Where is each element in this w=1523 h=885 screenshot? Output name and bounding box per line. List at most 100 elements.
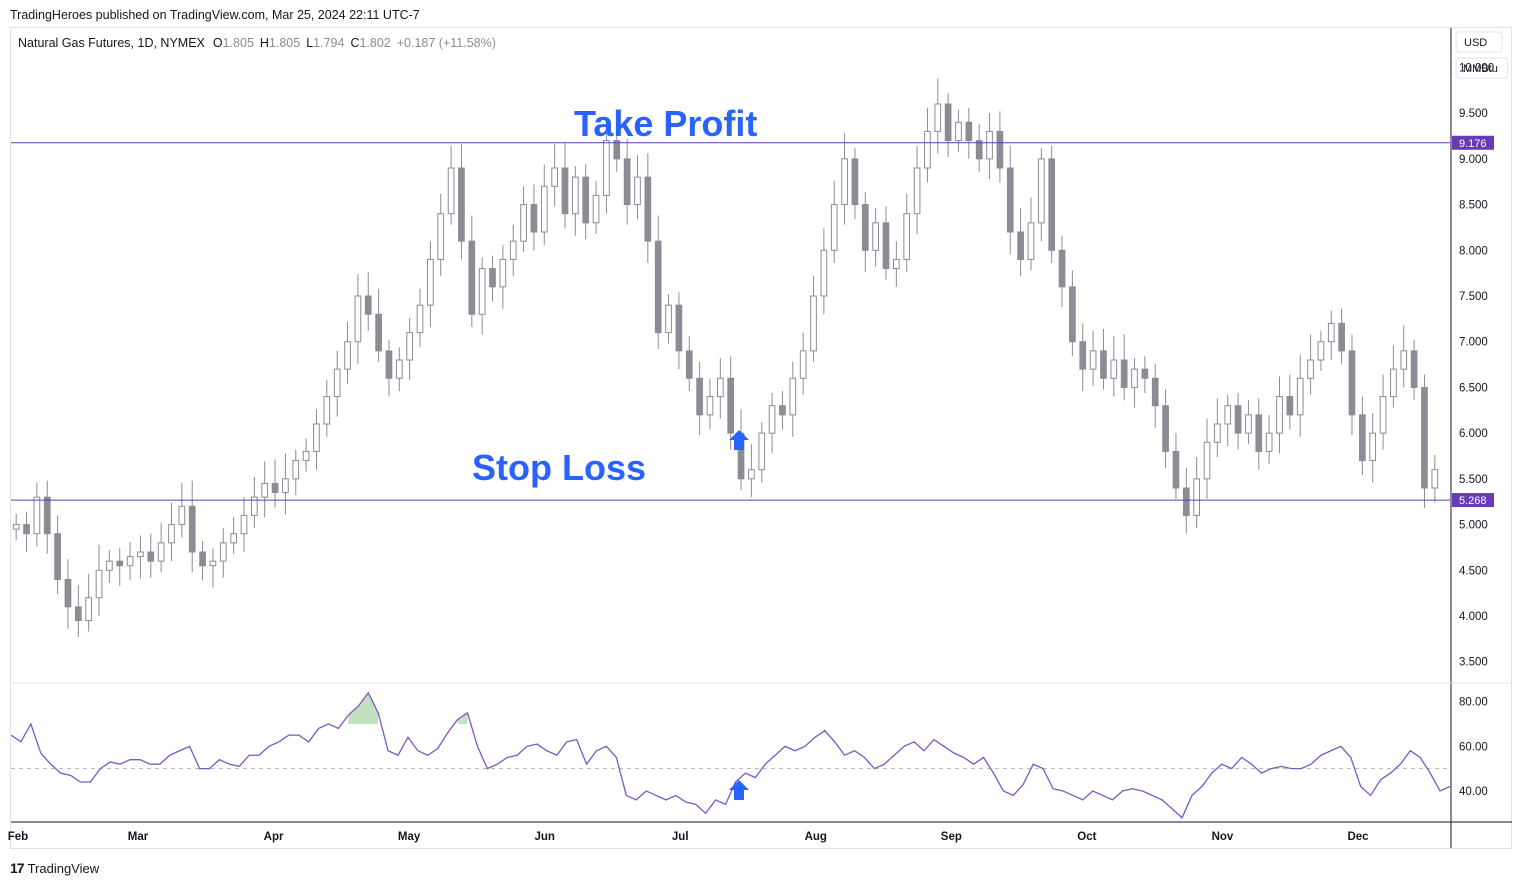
candle-body [12,524,20,530]
month-label: Apr [264,831,284,843]
candle-body [478,268,486,315]
candle-body [1390,368,1397,398]
candle-body [302,450,310,462]
level-price-label: 5.268 [1459,495,1487,507]
candle-body [458,167,465,242]
candle-body [1348,350,1356,416]
price-tick: 4.500 [1459,565,1488,577]
candle-body [685,350,693,379]
tradingview-name: TradingView [27,860,100,876]
candle-body [789,377,797,416]
candle-body [499,258,507,288]
candle-body [1203,441,1211,480]
candle-body [634,176,641,206]
candle-body [209,560,217,567]
candle-body [944,103,952,142]
candle-body [1058,249,1066,288]
rsi-overbought-fill [457,712,468,724]
candle-body [219,542,227,562]
candle-body [126,556,134,567]
candle-body [779,405,786,416]
candle-body [437,213,445,260]
ohlc-h: H1.805 [260,36,300,50]
month-label: Dec [1347,831,1369,843]
price-tick: 8.500 [1459,200,1488,212]
candle-body [716,377,724,398]
candle-body [178,505,186,526]
candle-body [85,597,93,622]
candle-body [447,167,455,215]
candle-body [520,204,527,242]
candle-body [1193,478,1201,516]
candle-body [1317,341,1325,361]
candle-body [188,505,196,553]
price-tick: 10.000 [1459,62,1494,74]
month-label: Feb [8,831,28,843]
candle-body [851,158,859,206]
candle-body [1214,423,1221,443]
candle-body [696,377,703,416]
candle-body [427,258,434,306]
candle-body [1172,450,1180,489]
candle-body [1027,222,1035,260]
candle-body [1151,377,1159,407]
candle-body [74,606,82,622]
candle-body [830,204,838,251]
candle-body [727,377,735,434]
candle-body [1431,469,1439,489]
candle-body [820,249,828,297]
candle-body [64,578,72,608]
rsi-tick: 40.00 [1459,786,1488,798]
candle-body [1245,414,1252,434]
candle-body [1182,487,1190,516]
candle-body [1048,158,1056,251]
candle-body [240,514,248,535]
candle-body [1410,350,1418,388]
price-tick: 8.000 [1459,245,1488,257]
level-price-badge [1452,135,1494,150]
candle-body [468,240,476,315]
month-label: Mar [128,831,149,843]
currency-button [1455,31,1503,53]
candle-body [261,482,269,498]
candle-body [95,569,103,599]
symbol-label[interactable]: Natural Gas Futures, 1D, NYMEX [18,36,206,50]
candle-body [665,304,672,334]
candle-body [292,460,300,480]
candle-body [157,542,165,562]
candle-body [106,560,113,571]
candle-body [1338,322,1345,352]
candle-body [913,167,921,215]
candle-body [147,551,155,562]
month-label: Aug [805,831,827,843]
ohlc-o: O1.805 [213,36,254,50]
rsi-tick: 80.00 [1459,697,1488,709]
chart-frame [10,27,1512,849]
candle-body [1100,350,1107,379]
price-tick: 7.000 [1459,337,1488,349]
candle-body [1307,359,1314,379]
candle-body [1017,231,1024,260]
month-label: Sep [941,831,962,843]
time-axis[interactable]: Feb Mar Apr May Jun Jul Aug Sep Oct Nov Dec [8,831,1369,843]
candle-body [385,350,393,379]
candle-body [1327,322,1335,343]
candle-body [230,533,237,544]
candle-body [395,359,403,379]
symbol-header: Natural Gas Futures, 1D, NYMEX O1.805 H1.… [18,36,496,50]
candle-body [1120,359,1128,388]
candle-body [1079,341,1087,370]
unit-button [1455,57,1509,79]
tradingview-brand[interactable]: 17 TradingView [10,860,99,876]
candle-body [1110,359,1118,379]
candle-body [893,258,900,270]
ohlc-l: L1.794 [306,36,344,50]
candle-body [1286,396,1294,416]
candle-body [872,222,879,251]
candle-body [54,533,61,580]
candle-body [1089,350,1097,370]
candle-body [996,130,1004,169]
candle-body [613,140,621,160]
